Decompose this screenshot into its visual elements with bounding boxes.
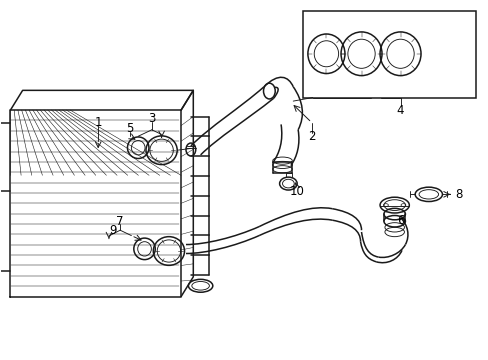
Text: 1: 1 [94,116,102,129]
Bar [303,12,475,98]
Text: 10: 10 [288,185,304,198]
Text: 8: 8 [454,188,462,201]
Text: 5: 5 [126,122,133,135]
Text: 6: 6 [396,214,404,227]
Text: 2: 2 [307,130,315,144]
Text: 4: 4 [396,104,404,117]
Text: 9: 9 [109,224,116,238]
Text: 3: 3 [148,112,155,125]
Text: 7: 7 [116,215,123,228]
